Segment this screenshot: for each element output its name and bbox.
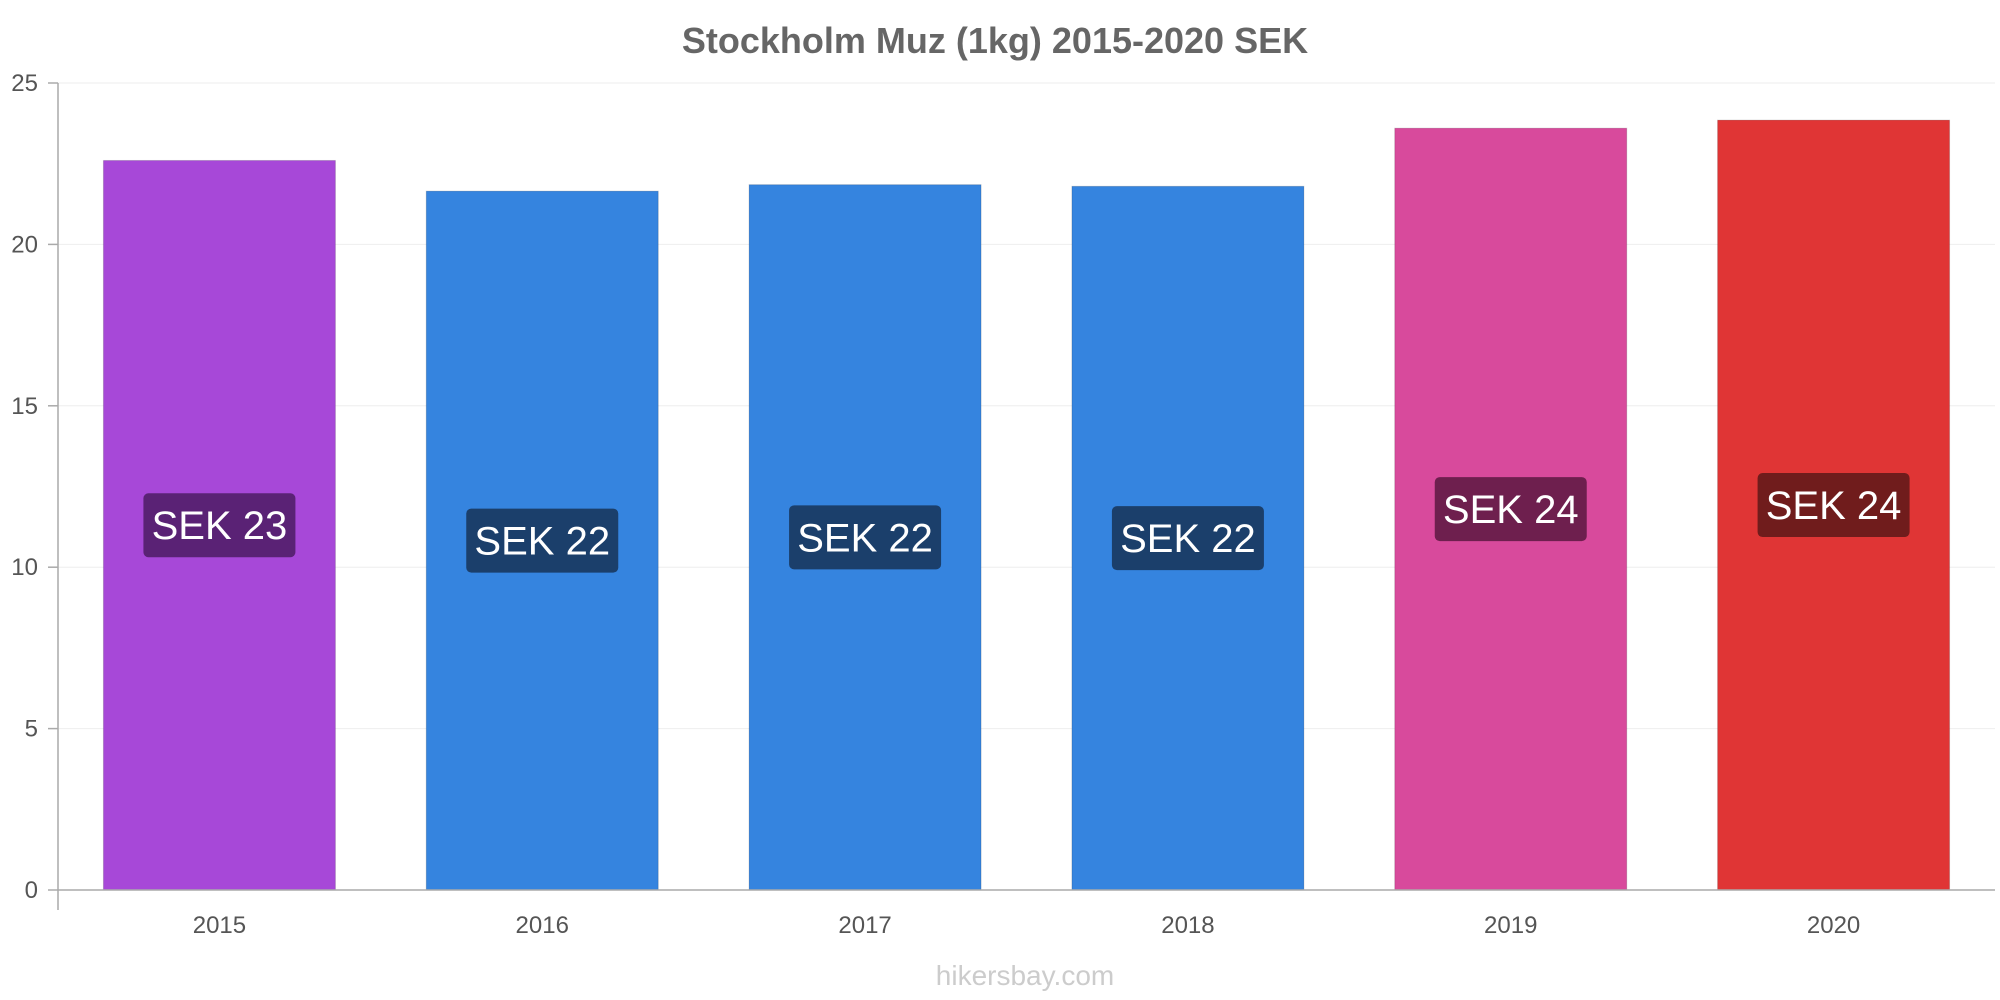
data-label: SEK 22 (1120, 517, 1256, 561)
data-label-box (466, 508, 619, 573)
data-label-box (1434, 477, 1587, 542)
y-tick-label: 15 (11, 393, 38, 420)
y-tick-label: 5 (25, 716, 38, 743)
x-tick-label: 2019 (1484, 912, 1537, 939)
axis-layer: 0 5 10 15 20 25 2015 2016 2017 2018 2019 2020 (11, 70, 1995, 939)
grid-layer (58, 82, 1995, 730)
y-tick-label: 0 (25, 877, 38, 904)
data-label-box (1111, 506, 1264, 571)
y-tick-label: 10 (11, 554, 38, 581)
data-label-box (143, 493, 296, 558)
x-tick-label: 2015 (193, 912, 246, 939)
data-label-box (1757, 473, 1910, 538)
data-labels-layer: SEK 23 SEK 22 SEK 22 SEK 22 SEK 24 SEK 24 (143, 473, 1910, 573)
y-tick-label: 20 (11, 231, 38, 258)
data-label: SEK 22 (474, 520, 610, 564)
y-tick-label: 25 (11, 70, 38, 97)
bars-layer (102, 119, 1951, 891)
data-label: SEK 24 (1766, 484, 1902, 528)
x-tick-label: 2016 (516, 912, 569, 939)
data-label-box (789, 505, 942, 570)
chart-title: Stockholm Muz (1kg) 2015-2020 SEK (682, 20, 1308, 61)
x-tick-label: 2017 (838, 912, 891, 939)
data-label: SEK 24 (1443, 488, 1579, 532)
x-tick-label: 2020 (1807, 912, 1860, 939)
data-label: SEK 23 (152, 504, 288, 548)
watermark: hikersbay.com (936, 960, 1114, 991)
x-tick-label: 2018 (1161, 912, 1214, 939)
data-label: SEK 22 (797, 516, 933, 560)
